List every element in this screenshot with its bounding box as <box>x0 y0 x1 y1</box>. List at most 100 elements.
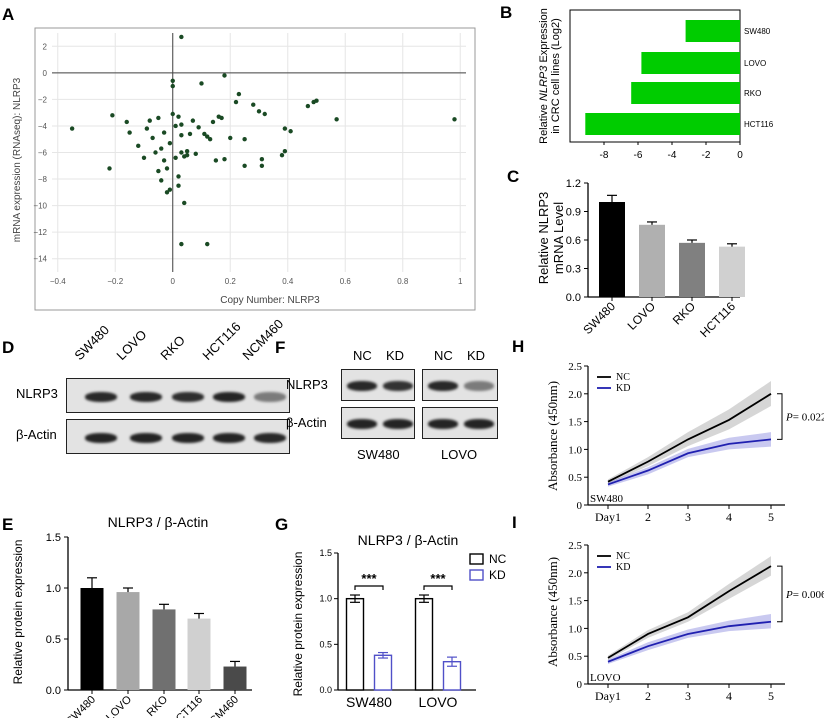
scatter-point <box>170 83 175 89</box>
lane-label: NC <box>434 348 453 363</box>
p-value-bracket <box>777 393 783 440</box>
y-tick-label: 0 <box>577 500 583 512</box>
protein-band <box>254 391 286 402</box>
x-tick-label: 5 <box>768 689 774 703</box>
y-tick-label: 2.0 <box>568 389 582 401</box>
bar <box>414 597 434 691</box>
y-tick-label: 1.5 <box>568 596 582 608</box>
protein-band <box>130 432 162 443</box>
protein-band <box>428 381 458 391</box>
bar <box>223 666 247 690</box>
scatter-point <box>179 34 184 40</box>
scatter-point <box>314 98 319 103</box>
y-tick-label: 1.0 <box>46 583 61 595</box>
legend-label: KD <box>616 562 630 573</box>
scatter-point <box>167 187 173 192</box>
scatter-point <box>144 126 150 131</box>
y-tick-label: 1.2 <box>566 178 581 190</box>
panel-label-b: B <box>500 3 512 22</box>
x-tick-label: 2 <box>645 689 651 703</box>
p-value-label: P= 0.006 <box>785 589 824 601</box>
significance-stars: *** <box>430 571 446 586</box>
scatter-point <box>222 156 227 162</box>
category-label: HCT116 <box>744 120 774 129</box>
protein-band <box>464 381 494 391</box>
series-line <box>607 620 772 663</box>
legend-label: KD <box>616 383 630 394</box>
x-tick-label: HCT116 <box>168 694 205 718</box>
row-label: β-Actin <box>16 427 57 442</box>
y-tick-label: 0.5 <box>319 639 332 649</box>
scatter-point <box>452 117 457 122</box>
x-tick-label: −0.4 <box>50 277 66 286</box>
legend-label: NC <box>489 552 507 566</box>
x-tick-label: SW480 <box>346 694 392 710</box>
panel-a-ylabel: mRNA expression (RNAseq): NLRP3 <box>12 77 23 242</box>
y-tick-label: −12 <box>33 228 47 237</box>
scatter-point <box>259 156 265 162</box>
protein-band <box>347 419 377 429</box>
y-tick-label: 1.5 <box>319 548 332 558</box>
y-tick-label: 0.5 <box>568 651 582 663</box>
p-value-bracket <box>777 565 783 623</box>
x-tick-label: 3 <box>685 689 691 703</box>
legend-label: NC <box>616 372 630 383</box>
y-tick-label: −14 <box>33 255 47 264</box>
scatter-point <box>282 126 288 131</box>
panel-label-a: A <box>2 5 14 24</box>
protein-band <box>347 381 377 391</box>
scatter-point <box>173 123 178 129</box>
row-label: β-Actin <box>286 415 327 430</box>
scatter-point <box>124 119 129 125</box>
scatter-point <box>164 166 170 171</box>
x-tick-label: SW480 <box>580 299 618 337</box>
y-tick-label: 1.0 <box>568 444 582 456</box>
bar <box>631 82 740 104</box>
panel-g-bar: 0.0 0.5 1.0 1.5 SW480 *** LOVO *** NC KD <box>319 548 506 710</box>
bar <box>345 597 365 691</box>
category-label: RKO <box>744 89 761 98</box>
panel-label-g: G <box>275 515 288 534</box>
bar <box>599 202 625 297</box>
scatter-point <box>228 135 233 141</box>
protein-band <box>85 432 117 443</box>
x-tick-label: LOVO <box>419 694 458 710</box>
scatter-point <box>184 148 190 154</box>
scatter-point <box>184 152 190 158</box>
scatter-point <box>242 163 247 168</box>
panel-b-ylabel-line2: in CRC cell lines (Log2) <box>550 18 562 134</box>
confidence-band <box>608 381 771 484</box>
lane-label: NC <box>353 348 372 363</box>
legend-swatch <box>469 569 484 581</box>
scatter-point <box>156 115 161 121</box>
significance-stars: *** <box>361 571 377 586</box>
panel-label-d: D <box>2 338 14 357</box>
category-label: LOVO <box>744 59 766 68</box>
y-tick-label: 1.5 <box>46 532 61 544</box>
series-line <box>607 393 772 483</box>
scatter-point <box>176 183 181 188</box>
scatter-point <box>262 111 267 117</box>
scatter-point <box>305 103 311 109</box>
blot-strip <box>66 419 290 454</box>
scatter-point <box>176 114 181 119</box>
y-tick-label: 0.5 <box>46 634 61 646</box>
x-tick-label: HCT116 <box>697 299 738 340</box>
panel-label-e: E <box>2 515 13 534</box>
y-tick-label: 2.5 <box>568 361 582 373</box>
scatter-point <box>182 200 187 206</box>
protein-band <box>130 391 162 402</box>
x-tick-label: LOVO <box>625 299 658 332</box>
protein-band <box>213 391 245 402</box>
scatter-point <box>288 129 293 134</box>
scatter-point <box>150 135 155 141</box>
scatter-point <box>69 126 75 131</box>
p-symbol: P <box>785 589 793 601</box>
p-symbol: P <box>785 412 793 424</box>
panel-h-ylabel: Absorbance (450nm) <box>545 381 560 491</box>
panel-c-ylabel-line2: mRNA Level <box>551 202 566 274</box>
y-tick-label: −4 <box>38 122 48 131</box>
legend-swatch <box>469 553 484 565</box>
